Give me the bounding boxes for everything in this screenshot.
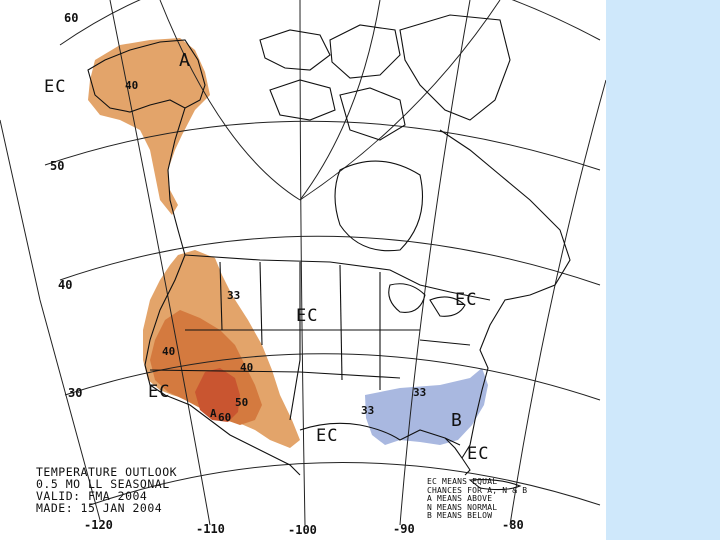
legend-line-5: B MEANS BELOW <box>427 511 493 520</box>
lon-label-120: -120 <box>84 518 113 532</box>
contour-southwest-a: A <box>210 407 217 420</box>
side-panel <box>606 0 720 540</box>
longitude-grid <box>0 0 606 526</box>
lon-label-80: -80 <box>502 518 524 532</box>
texas-above-dark-region <box>195 368 240 422</box>
ec-label-central: EC <box>296 306 319 326</box>
contour-west-40: 40 <box>162 345 176 358</box>
map-legend: EC MEANS EQUAL CHANCES FOR A, N & B A ME… <box>427 477 528 521</box>
map-graphic <box>0 0 606 526</box>
coastline-outline <box>87 14 571 491</box>
contour-southeast-33b: 33 <box>361 404 375 417</box>
info-valid: VALID: FMA 2004 <box>36 489 148 503</box>
lat-label-50: 50 <box>50 159 65 173</box>
ec-label-florida: EC <box>467 444 490 464</box>
above-letter-alaska: A <box>179 50 190 71</box>
lon-label-100: -100 <box>288 523 317 537</box>
ec-label-alaska: EC <box>44 77 67 97</box>
southeast-below-region <box>365 368 488 445</box>
contour-west-33: 33 <box>227 289 241 302</box>
outlook-info: TEMPERATURE OUTLOOK 0.5 MO LL SEASONAL V… <box>36 466 177 514</box>
contour-texas-50: 50 <box>235 396 249 409</box>
ec-label-gulf: EC <box>316 426 339 446</box>
lat-label-40: 40 <box>58 278 73 292</box>
lon-label-90: -90 <box>393 522 415 536</box>
info-made: MADE: 15 JAN 2004 <box>36 501 163 515</box>
contour-southeast-33a: 33 <box>413 386 427 399</box>
contour-alaska-40: 40 <box>125 79 139 92</box>
legend-line-3: A MEANS ABOVE <box>427 494 493 503</box>
contour-texas-60: 60 <box>218 411 232 424</box>
legend-line-2: CHANCES FOR A, N & B <box>427 485 528 495</box>
latitude-grid <box>44 0 601 506</box>
legend-line-1: EC MEANS EQUAL <box>427 477 498 486</box>
lon-label-110: -110 <box>196 522 225 536</box>
contour-southwest-40: 40 <box>240 361 254 374</box>
info-lead: 0.5 MO LL SEASONAL <box>36 477 170 491</box>
lat-label-30: 30 <box>68 386 83 400</box>
lat-label-60: 60 <box>64 11 79 25</box>
ec-label-northeast: EC <box>455 290 478 310</box>
legend-line-4: N MEANS NORMAL <box>427 502 498 512</box>
info-title: TEMPERATURE OUTLOOK <box>36 465 178 479</box>
below-letter-southeast: B <box>451 410 462 431</box>
alaska-above-region <box>88 38 210 215</box>
ec-label-southwest: EC <box>148 382 171 402</box>
outlook-map: 60 50 40 30 -120 -110 -100 -90 -80 EC EC… <box>0 0 606 540</box>
